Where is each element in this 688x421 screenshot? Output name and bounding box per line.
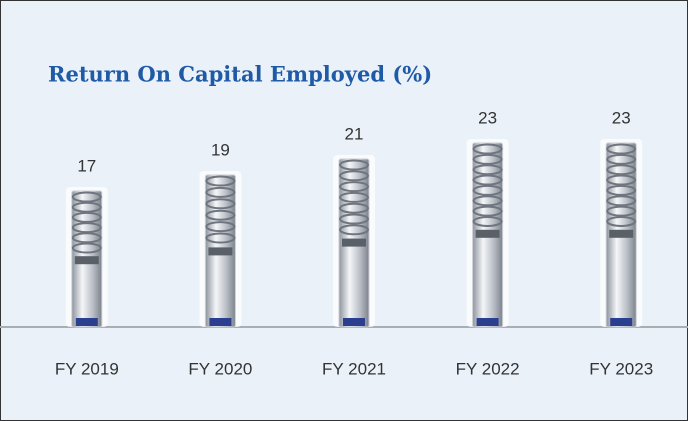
pump-base [610,318,633,326]
screw-ring [339,181,369,193]
x-tick-label: FY 2022 [456,359,520,378]
screw-ring [71,211,102,223]
value-label: 19 [211,140,230,159]
screw-ring [606,184,637,196]
screw-ring [606,205,637,217]
screw-ring [472,174,503,186]
screw-ring [205,186,236,198]
screw-ring [71,222,102,234]
screw-ring [339,191,369,203]
screw-ring [71,242,102,254]
x-tick-label: FY 2021 [322,359,386,378]
screw-ring [606,195,637,207]
screw-ring [606,215,637,227]
x-tick-label: FY 2019 [55,359,119,378]
value-label: 17 [77,156,96,175]
pump-band [475,229,500,238]
pump [600,139,643,328]
pump [466,139,509,328]
value-label: 21 [345,124,364,143]
pump [333,155,375,328]
x-tick-label: FY 2020 [188,359,252,378]
screw-ring [606,153,637,165]
pump-base [343,318,365,326]
pump-band [342,238,366,247]
screw-ring [472,184,503,196]
screw-ring [71,232,102,244]
chart-title: Return On Capital Employed (%) [48,62,432,87]
value-label: 23 [612,108,631,127]
screw-ring [472,205,503,217]
screw-ring [606,164,637,176]
screw-ring [472,215,503,227]
screw-ring [205,209,236,221]
screw-ring [205,198,236,210]
screw-ring [339,213,369,225]
pump [65,187,108,328]
x-tick-label: FY 2023 [589,359,653,378]
screw-ring [205,175,236,187]
screw-ring [472,153,503,165]
screw-ring [472,195,503,207]
screw-ring [472,164,503,176]
screw-ring [71,191,102,203]
pump-band [609,229,634,238]
value-label: 23 [478,108,497,127]
pump-base [476,318,499,326]
pump-base [209,318,232,326]
screw-ring [71,201,102,213]
pump [199,171,242,328]
screw-ring [339,170,369,182]
screw-ring [606,174,637,186]
pump-band [208,247,233,256]
screw-ring [339,159,369,171]
screw-ring [205,232,236,244]
screw-ring [472,143,503,155]
screw-ring [606,143,637,155]
screw-ring [339,202,369,214]
screw-ring [339,224,369,236]
pump-base [75,318,98,326]
pump-band [74,256,99,265]
screw-ring [205,221,236,233]
